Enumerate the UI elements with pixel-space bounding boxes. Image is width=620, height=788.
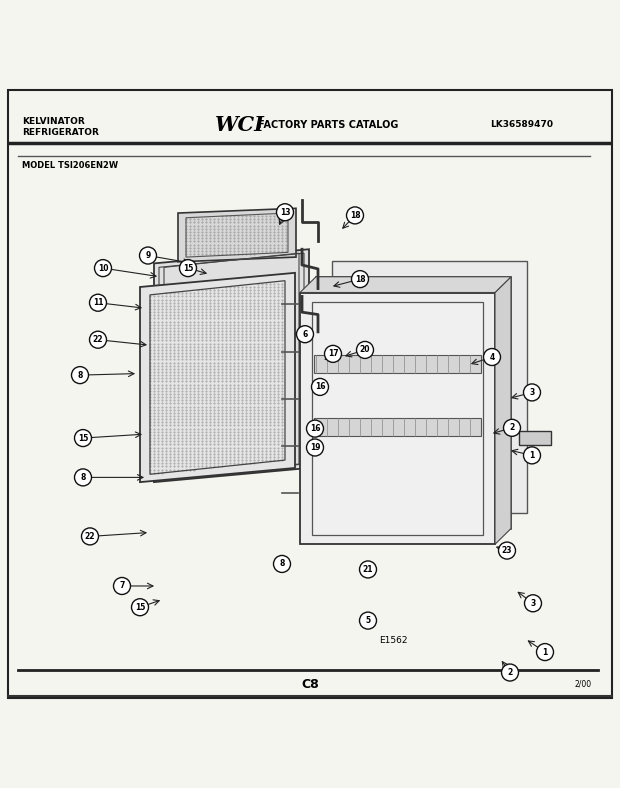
Circle shape [356, 341, 373, 359]
Text: 15: 15 [183, 264, 193, 273]
Circle shape [306, 439, 324, 456]
Circle shape [360, 612, 376, 629]
Circle shape [306, 420, 324, 437]
Text: 15: 15 [135, 603, 145, 611]
Text: 8: 8 [78, 370, 82, 380]
Bar [314, 355, 481, 373]
Text: FACTORY PARTS CATALOG: FACTORY PARTS CATALOG [258, 120, 399, 130]
Polygon shape [495, 277, 511, 545]
Text: 22: 22 [93, 335, 104, 344]
Text: 2: 2 [510, 423, 515, 433]
Text: 9: 9 [145, 251, 151, 260]
Circle shape [113, 578, 130, 594]
Text: 2/00: 2/00 [575, 680, 592, 689]
Text: 1: 1 [529, 451, 534, 460]
Circle shape [536, 644, 554, 660]
Circle shape [484, 348, 500, 366]
Text: 8: 8 [81, 473, 86, 482]
Text: 6: 6 [303, 329, 308, 339]
Circle shape [523, 447, 541, 464]
Circle shape [360, 561, 376, 578]
Text: 22: 22 [85, 532, 95, 541]
Bar [519, 431, 551, 445]
Circle shape [525, 595, 541, 611]
Circle shape [180, 259, 197, 277]
Polygon shape [300, 292, 495, 545]
Circle shape [71, 366, 89, 384]
Text: 16: 16 [315, 382, 326, 392]
Text: E1562: E1562 [379, 636, 407, 645]
Circle shape [94, 259, 112, 277]
Circle shape [498, 542, 515, 559]
Text: 1: 1 [542, 648, 547, 656]
Text: 15: 15 [78, 433, 88, 443]
Circle shape [89, 331, 107, 348]
Circle shape [277, 204, 293, 221]
Circle shape [502, 664, 518, 681]
Text: 2: 2 [507, 668, 513, 677]
Text: 10: 10 [98, 264, 108, 273]
Text: 3: 3 [529, 388, 534, 397]
Text: 8: 8 [280, 559, 285, 568]
Polygon shape [154, 249, 309, 482]
Circle shape [140, 247, 156, 264]
Circle shape [74, 469, 92, 486]
Text: 13: 13 [280, 208, 290, 217]
Text: 18: 18 [355, 275, 365, 284]
Text: 11: 11 [93, 298, 104, 307]
Circle shape [352, 270, 368, 288]
Text: 4: 4 [489, 352, 495, 362]
Circle shape [324, 345, 342, 362]
Text: 16: 16 [310, 424, 321, 433]
Polygon shape [300, 277, 511, 292]
Circle shape [81, 528, 99, 545]
Polygon shape [140, 273, 295, 482]
Circle shape [347, 207, 363, 224]
Polygon shape [316, 277, 511, 529]
Text: LK36589470: LK36589470 [490, 121, 553, 129]
Circle shape [74, 429, 92, 447]
Bar [314, 418, 481, 436]
Text: MODEL TSI206EN2W: MODEL TSI206EN2W [22, 162, 118, 170]
Text: WCI: WCI [215, 115, 265, 135]
Text: REFRIGERATOR: REFRIGERATOR [22, 128, 99, 137]
Circle shape [523, 384, 541, 401]
Text: 21: 21 [363, 565, 373, 574]
Circle shape [311, 378, 329, 396]
Text: 17: 17 [328, 349, 339, 359]
Circle shape [89, 294, 107, 311]
Text: 19: 19 [310, 443, 321, 452]
Text: 23: 23 [502, 546, 512, 555]
Text: KELVINATOR: KELVINATOR [22, 117, 85, 126]
Polygon shape [312, 302, 483, 535]
Text: 3: 3 [530, 599, 536, 608]
Circle shape [131, 599, 149, 615]
Text: C8: C8 [301, 678, 319, 691]
Circle shape [273, 556, 291, 572]
Circle shape [296, 325, 314, 343]
Polygon shape [332, 261, 527, 513]
Text: 20: 20 [360, 345, 370, 355]
Polygon shape [178, 208, 296, 262]
Circle shape [503, 419, 521, 437]
Text: 7: 7 [119, 582, 125, 590]
Text: 5: 5 [365, 616, 371, 625]
Text: 18: 18 [350, 211, 360, 220]
